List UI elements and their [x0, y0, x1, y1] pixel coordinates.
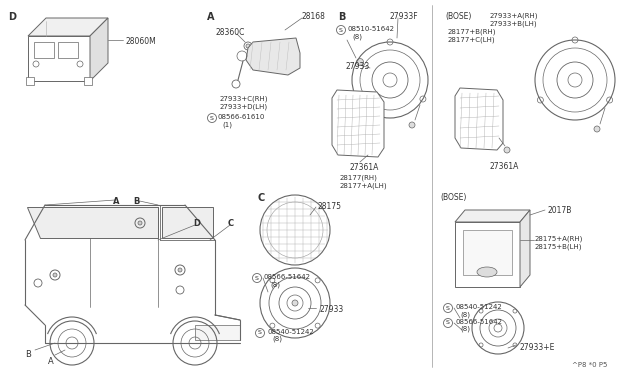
Polygon shape: [455, 88, 503, 150]
Text: (BOSE): (BOSE): [440, 193, 467, 202]
Text: (8): (8): [272, 336, 282, 343]
Text: 27933+E: 27933+E: [520, 343, 556, 352]
Text: 27933F: 27933F: [390, 12, 419, 21]
Text: C: C: [228, 219, 234, 228]
Text: 28177+C(LH): 28177+C(LH): [448, 36, 495, 42]
Circle shape: [246, 44, 250, 48]
Text: (8): (8): [270, 281, 280, 288]
Bar: [26, 77, 34, 85]
Text: S: S: [210, 115, 214, 121]
Text: (1): (1): [222, 121, 232, 128]
Text: 08510-51642: 08510-51642: [347, 26, 394, 32]
Text: 28175: 28175: [318, 202, 342, 211]
Text: 28360C: 28360C: [215, 28, 244, 37]
Text: 27361A: 27361A: [490, 162, 520, 171]
Text: 08540-51242: 08540-51242: [267, 329, 314, 335]
Text: C: C: [257, 193, 264, 203]
Text: B: B: [25, 350, 31, 359]
Ellipse shape: [477, 267, 497, 277]
Polygon shape: [455, 210, 530, 222]
Text: 27933: 27933: [320, 305, 344, 314]
Circle shape: [53, 273, 57, 277]
Text: S: S: [446, 321, 450, 326]
Circle shape: [292, 300, 298, 306]
Text: (8): (8): [460, 326, 470, 333]
Text: S: S: [255, 276, 259, 280]
Text: D: D: [8, 12, 16, 22]
Bar: [58, 42, 78, 58]
Text: 28168: 28168: [302, 12, 326, 21]
Bar: [34, 42, 54, 58]
Text: B: B: [338, 12, 346, 22]
Text: (8): (8): [352, 33, 362, 39]
Circle shape: [138, 221, 142, 225]
Text: 08566-61610: 08566-61610: [218, 114, 266, 120]
Polygon shape: [27, 207, 158, 238]
Text: (8): (8): [460, 311, 470, 317]
Text: S: S: [339, 28, 343, 32]
Polygon shape: [455, 222, 520, 287]
Text: ^P8 *0 P5: ^P8 *0 P5: [572, 362, 607, 368]
Polygon shape: [90, 18, 108, 81]
Text: (BOSE): (BOSE): [445, 12, 472, 21]
Polygon shape: [28, 18, 108, 36]
Text: 28177+B(RH): 28177+B(RH): [448, 28, 497, 35]
Text: 28177(RH): 28177(RH): [340, 174, 378, 180]
Text: 08566-51642: 08566-51642: [455, 319, 502, 325]
Text: 28175+A(RH): 28175+A(RH): [535, 235, 584, 241]
Polygon shape: [28, 36, 90, 81]
Text: 27933+A(RH): 27933+A(RH): [490, 12, 538, 19]
Text: 27933+D(LH): 27933+D(LH): [220, 103, 268, 109]
Polygon shape: [162, 207, 213, 238]
Text: 28175+B(LH): 28175+B(LH): [535, 243, 582, 250]
Polygon shape: [246, 38, 300, 75]
Text: A: A: [48, 357, 54, 366]
Text: 28060M: 28060M: [125, 37, 156, 46]
Text: B: B: [133, 197, 140, 206]
Bar: [195, 325, 240, 340]
Text: 08540-51242: 08540-51242: [455, 304, 502, 310]
Circle shape: [409, 122, 415, 128]
Circle shape: [178, 268, 182, 272]
Circle shape: [356, 58, 364, 65]
Bar: [84, 77, 92, 85]
Polygon shape: [332, 90, 384, 157]
Text: A: A: [113, 197, 120, 206]
Bar: [463, 230, 512, 275]
Text: 2017B: 2017B: [547, 206, 572, 215]
Text: 27933+B(LH): 27933+B(LH): [490, 20, 538, 26]
Text: 27933+C(RH): 27933+C(RH): [220, 95, 269, 102]
Text: D: D: [193, 219, 200, 228]
Circle shape: [504, 147, 510, 153]
Text: 28177+A(LH): 28177+A(LH): [340, 182, 388, 189]
Text: S: S: [446, 305, 450, 311]
Text: S: S: [258, 330, 262, 336]
Circle shape: [594, 126, 600, 132]
Text: 27361A: 27361A: [349, 163, 378, 172]
Text: A: A: [207, 12, 214, 22]
Polygon shape: [520, 210, 530, 287]
Text: 27933: 27933: [345, 62, 369, 71]
Text: 08566-51642: 08566-51642: [264, 274, 311, 280]
